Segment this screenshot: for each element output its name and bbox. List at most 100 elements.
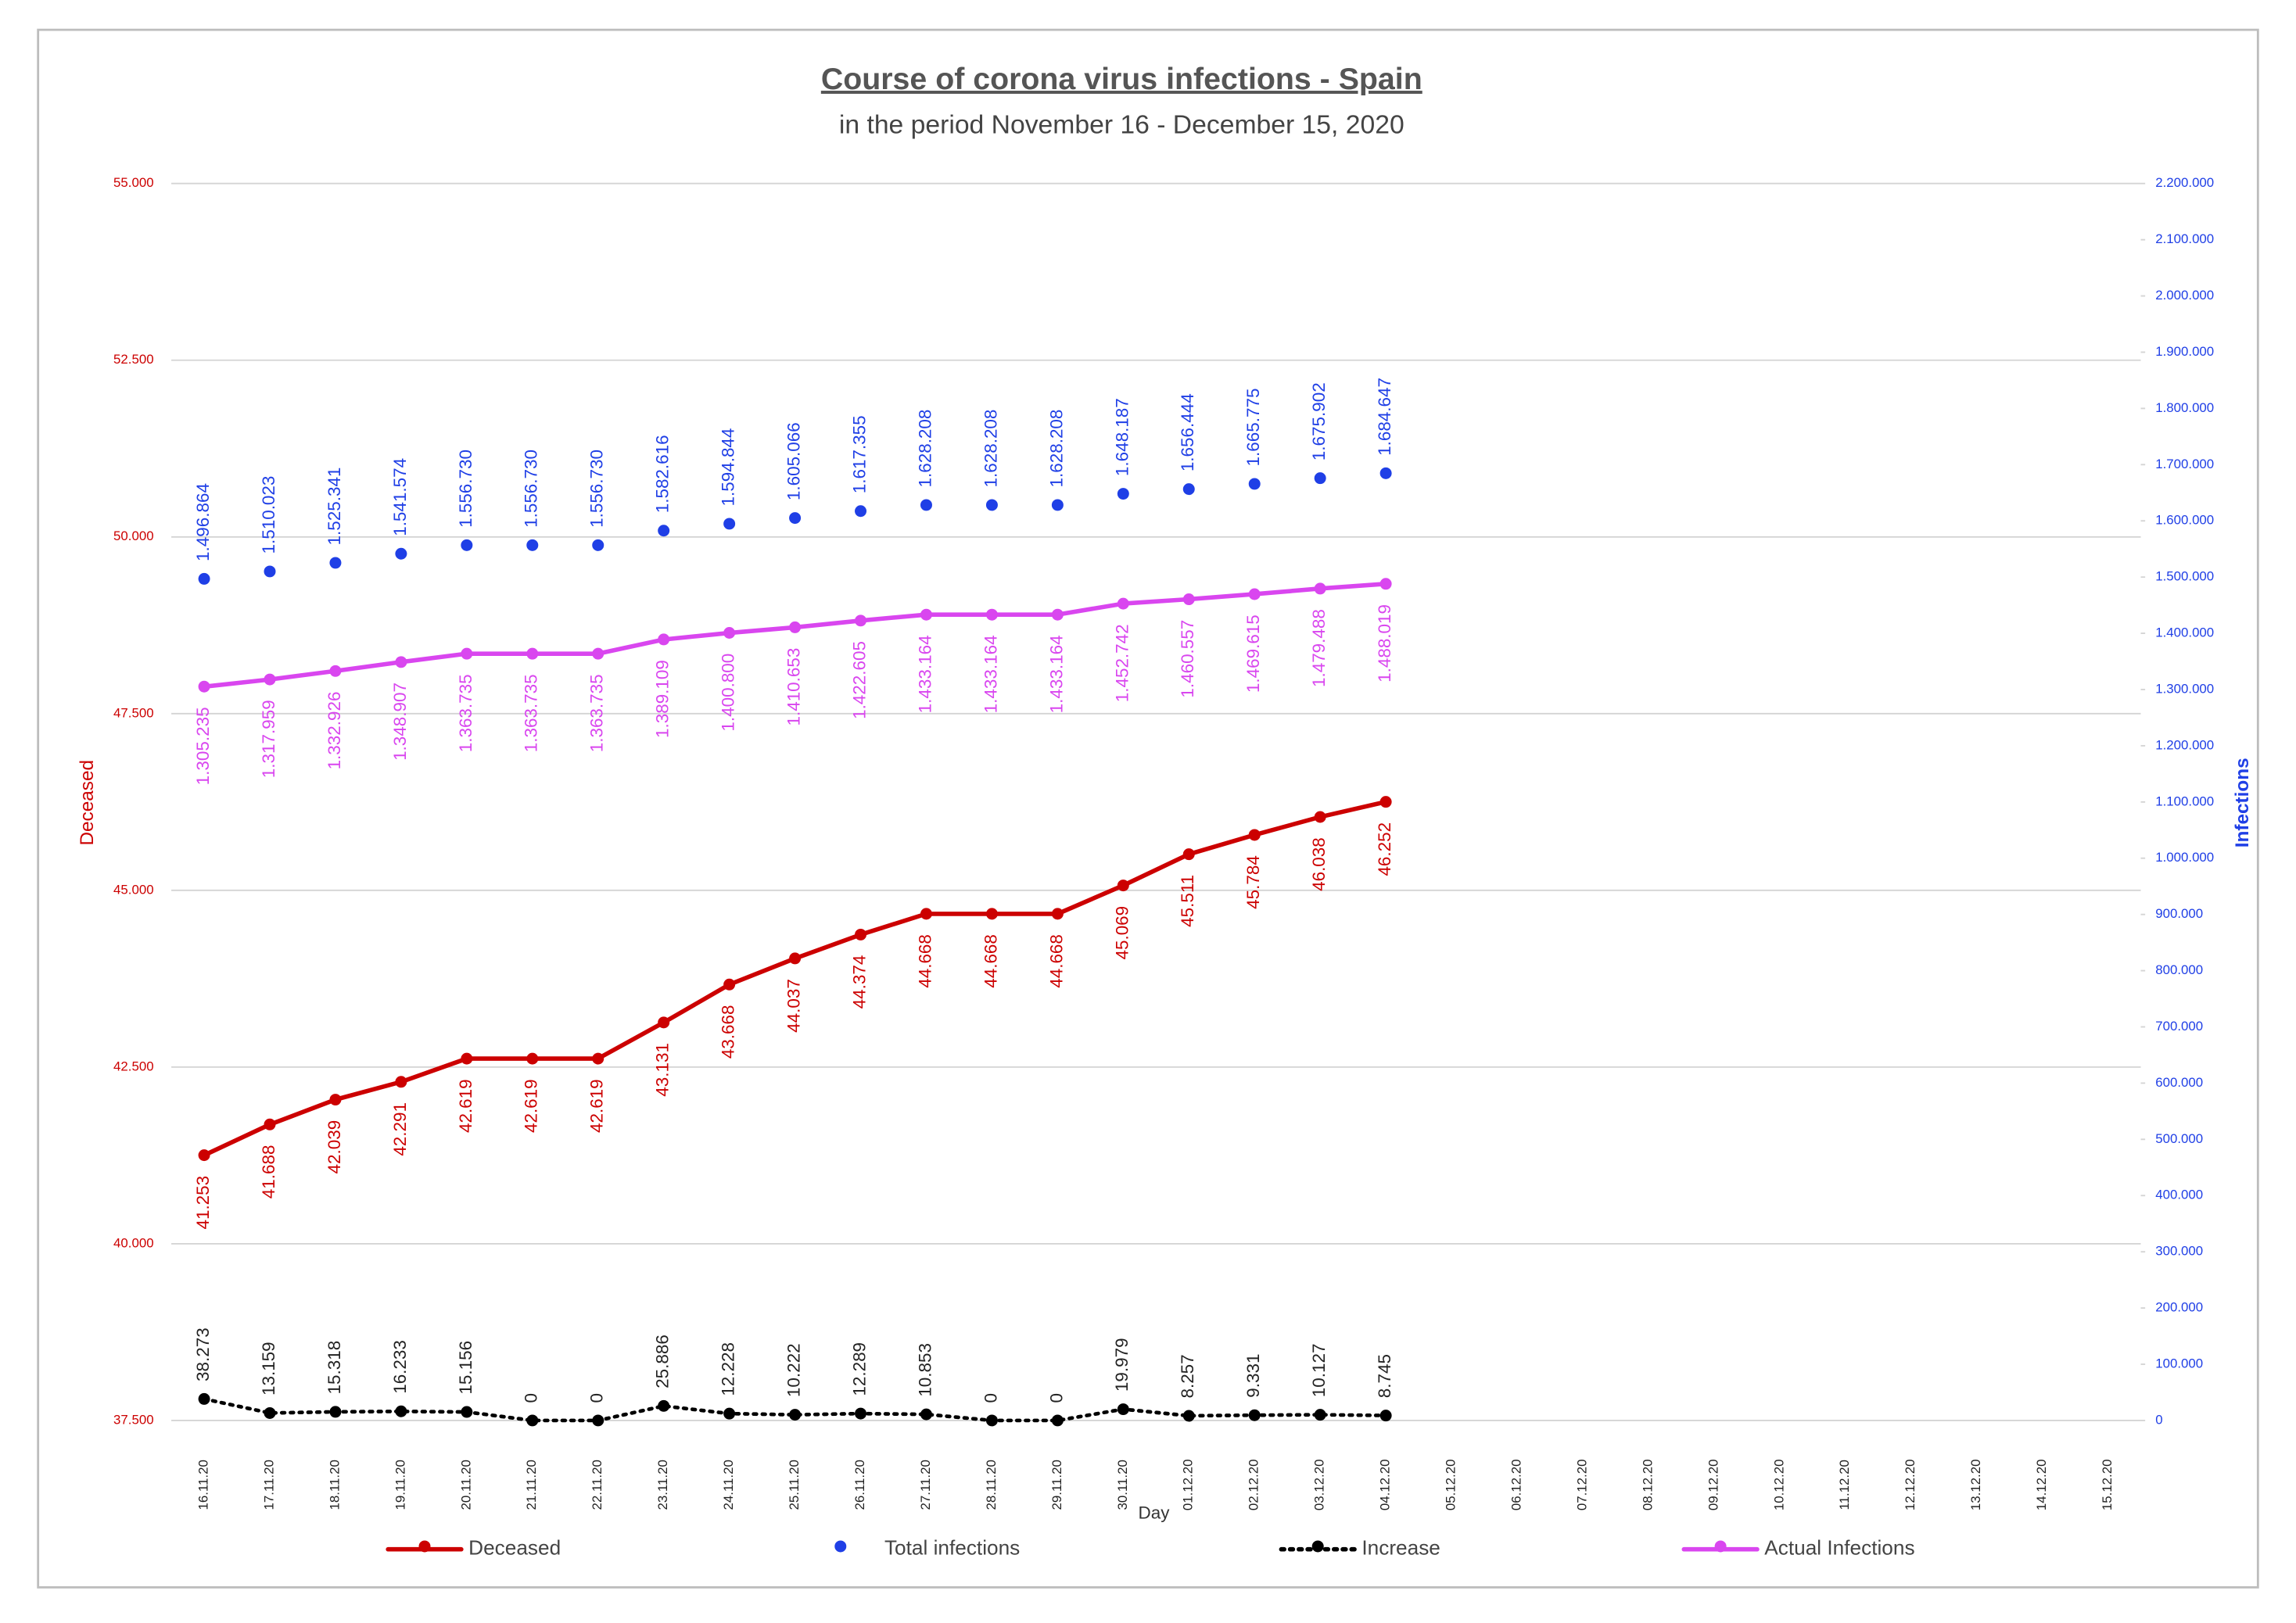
- data-point: [855, 1407, 867, 1420]
- x-tick-label: 11.12.20: [1837, 1460, 1852, 1510]
- x-tick-label: 02.12.20: [1247, 1460, 1261, 1511]
- x-tick-label: 16.11.20: [196, 1460, 211, 1510]
- data-label: 1.582.616: [653, 435, 673, 513]
- chart-frame: [37, 28, 2259, 1589]
- data-point: [395, 547, 407, 560]
- data-point: [526, 1414, 539, 1427]
- y2-tick-label: 700.000: [2155, 1019, 2203, 1034]
- x-tick-label: 26.11.20: [852, 1460, 867, 1510]
- y-tick-label: 52.500: [113, 352, 154, 367]
- y2-tick-label: 1.800.000: [2155, 400, 2214, 415]
- data-label: 10.853: [915, 1343, 935, 1397]
- x-tick-label: 24.11.20: [721, 1460, 736, 1510]
- data-label: 1.510.023: [259, 476, 278, 554]
- data-label: 25.886: [653, 1335, 673, 1388]
- data-label: 1.389.109: [653, 660, 673, 738]
- data-point: [658, 1399, 670, 1412]
- data-point: [855, 614, 867, 627]
- data-label: 1.675.902: [1309, 382, 1329, 460]
- data-point: [985, 608, 998, 621]
- x-tick-label: 08.12.20: [1640, 1460, 1655, 1511]
- data-point: [723, 1407, 736, 1420]
- y2-tick-label: 600.000: [2155, 1075, 2203, 1090]
- x-tick-label: 28.11.20: [984, 1460, 999, 1510]
- data-point: [1117, 880, 1129, 892]
- x-tick-label: 17.11.20: [261, 1460, 276, 1510]
- data-label: 38.273: [193, 1327, 213, 1381]
- data-label: 44.668: [1046, 934, 1066, 988]
- data-label: 0: [587, 1393, 607, 1403]
- data-label: 46.252: [1375, 822, 1394, 876]
- legend-marker: [1714, 1540, 1727, 1553]
- x-tick-label: 14.12.20: [2034, 1460, 2049, 1511]
- data-point: [395, 656, 407, 668]
- data-label: 45.784: [1243, 855, 1263, 909]
- data-point: [789, 621, 802, 633]
- y2-tick-label: 100.000: [2155, 1356, 2203, 1370]
- data-label: 0: [981, 1393, 1000, 1403]
- data-label: 1.479.488: [1309, 609, 1329, 687]
- y2-tick-label: 2.200.000: [2155, 175, 2214, 190]
- data-label: 1.605.066: [784, 422, 804, 500]
- data-label: 1.525.341: [325, 468, 344, 546]
- data-point: [198, 1392, 210, 1405]
- y2-tick-label: 0: [2155, 1412, 2162, 1427]
- data-point: [723, 978, 736, 991]
- y-axis-label: Deceased: [77, 760, 98, 846]
- data-point: [855, 505, 867, 518]
- data-point: [985, 499, 998, 511]
- y-tick-label: 37.500: [113, 1412, 154, 1427]
- data-point: [920, 608, 932, 621]
- data-point: [1182, 1410, 1195, 1422]
- data-label: 1.594.844: [719, 428, 738, 507]
- data-label: 1.317.959: [259, 700, 278, 778]
- data-point: [1379, 467, 1392, 479]
- data-label: 45.511: [1178, 875, 1197, 927]
- x-tick-label: 18.11.20: [327, 1460, 342, 1510]
- data-label: 46.038: [1309, 837, 1329, 891]
- data-point: [1117, 597, 1129, 610]
- data-point: [1051, 908, 1064, 920]
- data-label: 8.745: [1375, 1354, 1394, 1398]
- y2-tick-label: 1.400.000: [2155, 625, 2214, 640]
- y2-tick-label: 500.000: [2155, 1131, 2203, 1146]
- x-tick-label: 27.11.20: [918, 1460, 933, 1510]
- x-tick-label: 25.11.20: [787, 1460, 802, 1510]
- data-point: [1379, 578, 1392, 590]
- data-point: [461, 647, 473, 660]
- x-tick-label: 07.12.20: [1574, 1460, 1589, 1511]
- data-point: [1248, 588, 1261, 600]
- data-label: 44.668: [915, 934, 935, 988]
- data-point: [329, 1094, 342, 1106]
- data-point: [198, 680, 210, 693]
- data-label: 1.400.800: [719, 654, 738, 732]
- data-point: [264, 673, 276, 686]
- data-point: [789, 952, 802, 965]
- x-tick-label: 29.11.20: [1049, 1460, 1064, 1510]
- x-tick-label: 22.11.20: [590, 1460, 604, 1510]
- data-point: [658, 1016, 670, 1029]
- data-label: 43.131: [653, 1043, 673, 1097]
- data-label: 42.619: [522, 1079, 541, 1133]
- data-label: 12.228: [719, 1342, 738, 1396]
- data-label: 1.617.355: [849, 415, 869, 493]
- data-label: 1.684.647: [1375, 378, 1394, 456]
- data-label: 42.619: [587, 1079, 607, 1133]
- data-label: 1.433.164: [981, 635, 1000, 713]
- x-tick-label: 19.11.20: [393, 1460, 407, 1510]
- data-point: [985, 908, 998, 920]
- data-label: 1.648.187: [1112, 398, 1132, 476]
- legend-marker: [834, 1540, 847, 1553]
- data-label: 1.305.235: [193, 707, 213, 785]
- data-point: [592, 1052, 604, 1065]
- data-point: [264, 1118, 276, 1130]
- y2-tick-label: 1.900.000: [2155, 344, 2214, 359]
- x-tick-label: 09.12.20: [1706, 1460, 1720, 1511]
- x-tick-label: 13.12.20: [1968, 1460, 1983, 1511]
- y-tick-label: 40.000: [113, 1235, 154, 1250]
- y2-tick-label: 1.700.000: [2155, 457, 2214, 471]
- data-label: 1.422.605: [849, 641, 869, 719]
- y2-tick-label: 1.000.000: [2155, 850, 2214, 865]
- data-label: 42.619: [456, 1079, 475, 1133]
- data-label: 1.433.164: [1046, 635, 1066, 713]
